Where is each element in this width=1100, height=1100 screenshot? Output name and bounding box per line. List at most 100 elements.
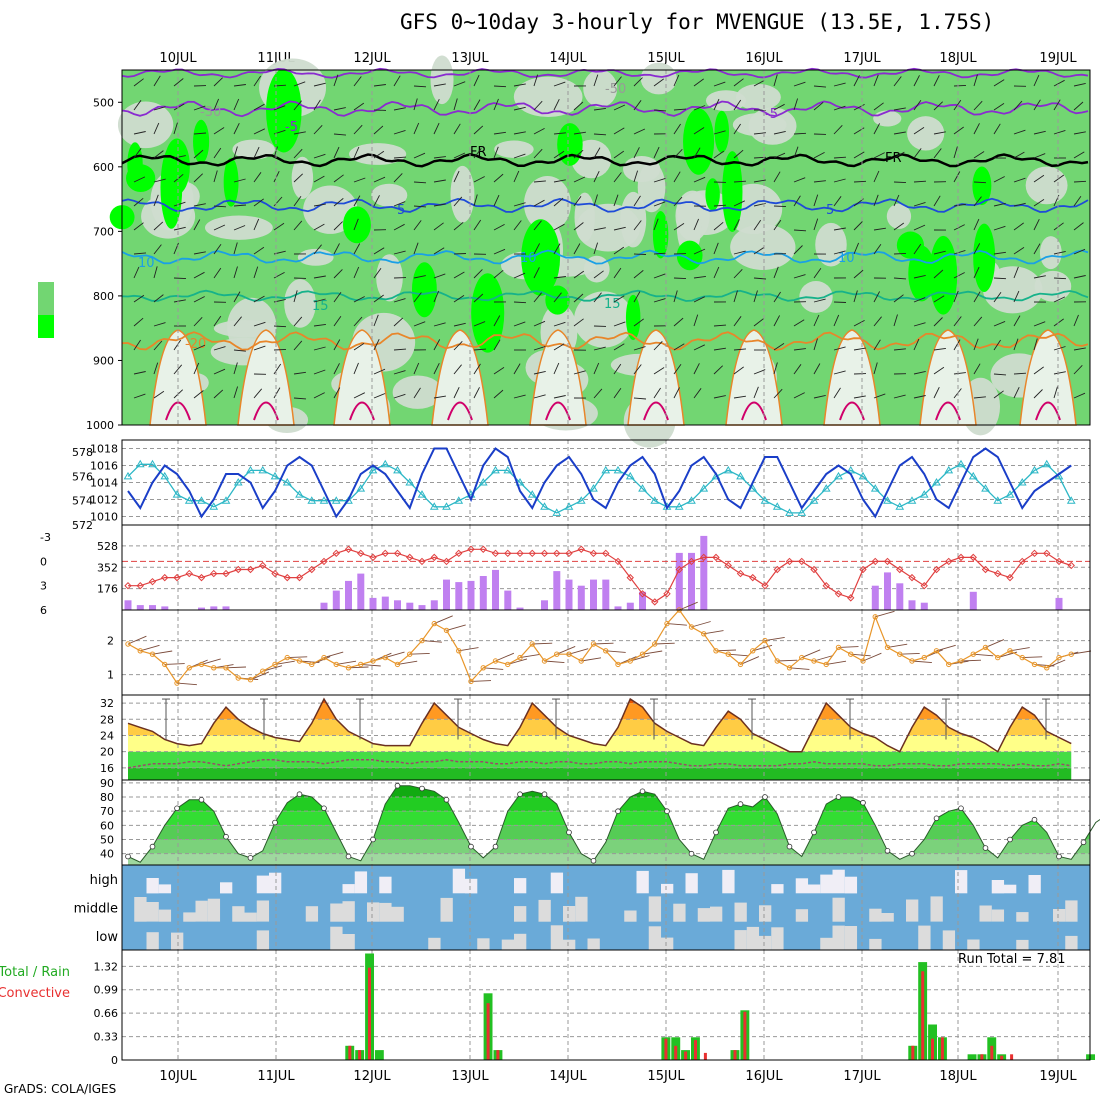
cape-bar bbox=[871, 585, 879, 610]
wind-barb bbox=[833, 250, 846, 255]
footer-credit: GrADS: COLA/IGES bbox=[4, 1082, 117, 1096]
cloud-gap-cell bbox=[734, 930, 747, 950]
cloud-gap-cell bbox=[991, 909, 1005, 922]
thickness-marker bbox=[282, 478, 292, 486]
wind-barb bbox=[1033, 99, 1041, 111]
wind-barb bbox=[153, 178, 166, 183]
date-label-top: 10JUL bbox=[159, 51, 197, 66]
wind-barb bbox=[1053, 79, 1065, 87]
wind-barb bbox=[813, 338, 818, 351]
wind-barb bbox=[693, 218, 700, 231]
wind-barb bbox=[653, 298, 666, 303]
wind-barb bbox=[993, 202, 1006, 207]
wind-barb bbox=[893, 151, 905, 159]
wind-barb bbox=[493, 315, 501, 327]
wind-barb bbox=[713, 98, 720, 111]
cloud-gap-cell bbox=[391, 906, 404, 922]
thickness-marker bbox=[797, 508, 807, 516]
wind-barb bbox=[773, 152, 786, 159]
rh-marker bbox=[296, 791, 303, 797]
wind-barb bbox=[833, 82, 846, 87]
wind-barb bbox=[213, 267, 222, 279]
wind-barb bbox=[313, 346, 326, 351]
rh-dry-patch bbox=[1034, 270, 1072, 302]
wind-barb bbox=[993, 225, 1006, 231]
wind-barb bbox=[213, 170, 218, 183]
temp-tick-label: 32 bbox=[100, 697, 114, 710]
rh-dry-patch bbox=[583, 69, 618, 108]
wind-barb bbox=[513, 106, 526, 111]
wind-barb bbox=[593, 292, 602, 303]
wind-barb bbox=[333, 387, 341, 399]
wind-barb bbox=[713, 221, 724, 231]
wind-barb bbox=[933, 317, 943, 327]
wind-barb bbox=[133, 197, 144, 207]
rh-marker bbox=[149, 843, 156, 850]
wind-barb bbox=[793, 98, 799, 111]
wind-barb bbox=[573, 318, 584, 327]
rh-moist-patch bbox=[929, 235, 958, 315]
wind-barb bbox=[1013, 222, 1024, 231]
temp-tick-label: 16 bbox=[100, 762, 114, 775]
rh-marker bbox=[860, 799, 866, 806]
wind-barb bbox=[233, 98, 240, 111]
wind-barb bbox=[973, 181, 987, 184]
lifted-index-marker bbox=[565, 549, 573, 558]
cloud-gap-cell bbox=[955, 870, 968, 894]
rh-marker bbox=[370, 836, 376, 843]
wind-barb bbox=[1053, 277, 1067, 280]
precip-convective-bar bbox=[703, 1052, 707, 1060]
rh-tick-label: 50 bbox=[100, 834, 114, 847]
thickness-marker bbox=[270, 471, 280, 480]
rh-marker bbox=[1056, 853, 1062, 860]
wind-speed-marker bbox=[272, 661, 278, 668]
wind-barb-10m bbox=[642, 650, 663, 655]
thermal-plume bbox=[1019, 329, 1077, 426]
wind-barb bbox=[993, 123, 1001, 135]
wind-barb bbox=[213, 368, 226, 375]
wind-barb bbox=[433, 395, 446, 399]
rh-dry-patch bbox=[873, 110, 902, 127]
wind-barb bbox=[893, 394, 906, 399]
wind-barb bbox=[493, 339, 501, 351]
wind-barb bbox=[413, 181, 427, 184]
cape-bar bbox=[381, 596, 389, 610]
wind-speed-marker bbox=[260, 668, 266, 674]
wind-barb bbox=[833, 227, 846, 231]
wind-barb bbox=[513, 202, 526, 207]
wind-barb bbox=[853, 221, 863, 231]
lifted-index-marker bbox=[773, 565, 781, 574]
cloud-gap-cell bbox=[379, 876, 392, 894]
lifted-index-marker bbox=[148, 577, 157, 586]
wind-barb bbox=[273, 222, 285, 231]
cloud-gap-cell bbox=[146, 878, 159, 894]
wind-barb-10m bbox=[458, 647, 479, 652]
date-label-bottom: 14JUL bbox=[549, 1069, 587, 1084]
wind-barb bbox=[153, 294, 164, 303]
wind-barb bbox=[733, 290, 738, 303]
thickness-marker bbox=[356, 484, 366, 492]
wind-speed-marker bbox=[517, 654, 523, 661]
cape-bar bbox=[541, 600, 548, 610]
wind-barb bbox=[613, 295, 625, 303]
lifted-index-marker bbox=[467, 545, 475, 553]
wind-barb bbox=[353, 102, 365, 111]
thickness-marker bbox=[589, 484, 598, 492]
wind-barb bbox=[673, 196, 683, 207]
wind-speed-marker bbox=[615, 661, 621, 668]
wind-barb bbox=[693, 275, 706, 279]
wind-barb bbox=[353, 218, 359, 231]
temp-band bbox=[128, 703, 1072, 720]
wind-barb bbox=[953, 290, 959, 303]
wind-barb bbox=[633, 397, 647, 400]
rh-marker bbox=[517, 791, 523, 797]
lifted-index-marker bbox=[210, 569, 218, 578]
cloud-gap-cell bbox=[256, 875, 270, 894]
cloud-gap-cell bbox=[808, 884, 821, 894]
wind-barb bbox=[993, 79, 1005, 87]
wind-barb bbox=[913, 224, 926, 231]
cape-bar bbox=[394, 600, 401, 610]
wind-barb bbox=[573, 149, 584, 159]
isotherm-label: -5 bbox=[285, 120, 298, 135]
precip-convective-bar bbox=[743, 1011, 747, 1060]
